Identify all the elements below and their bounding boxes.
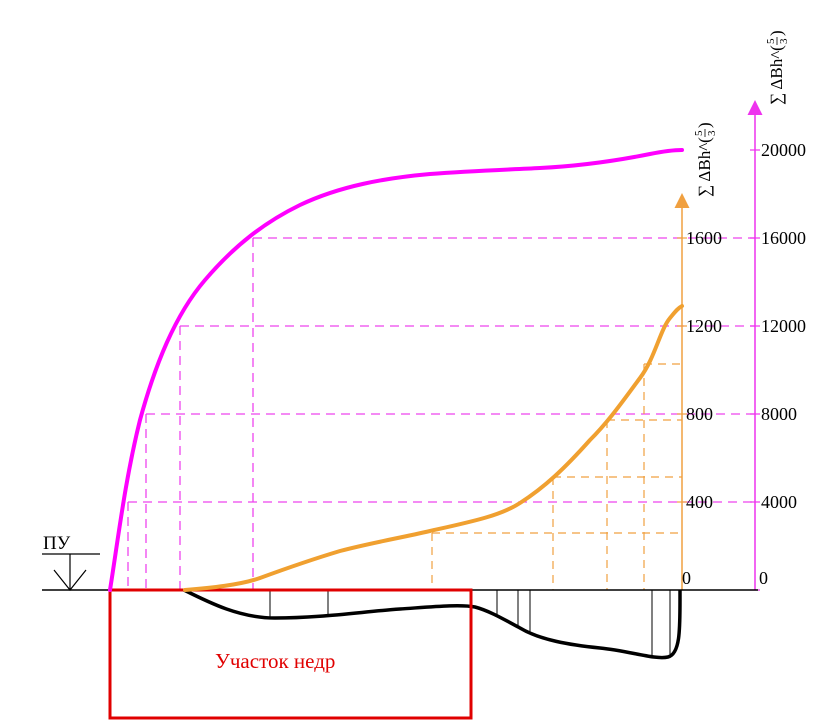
outer-tick-label-20000: 20000 bbox=[761, 140, 806, 160]
inner-tick-label-0: 0 bbox=[682, 568, 691, 588]
svg-text:3: 3 bbox=[778, 38, 790, 44]
pu-arrow bbox=[53, 569, 87, 591]
svg-text:∑ ΔBh^(: ∑ ΔBh^( bbox=[767, 45, 786, 105]
pu-marker: ПУ bbox=[42, 533, 100, 591]
cumulative-curve bbox=[108, 148, 684, 592]
profile-curve bbox=[183, 588, 682, 660]
svg-text:5: 5 bbox=[765, 38, 777, 44]
local-curve bbox=[183, 304, 684, 592]
svg-text:3: 3 bbox=[706, 130, 718, 136]
inner-tick-label-400: 400 bbox=[686, 492, 713, 512]
svg-text:5: 5 bbox=[693, 130, 705, 136]
profile bbox=[183, 588, 682, 660]
profile-verticals bbox=[269, 590, 671, 656]
outer-tick-label-4000: 4000 bbox=[761, 492, 797, 512]
outer-axis-title: ∑ ΔBh^( 5 3 ) bbox=[765, 30, 790, 105]
magenta-grid bbox=[127, 237, 755, 590]
inner-tick-label-1600: 1600 bbox=[686, 228, 722, 248]
outer-axis: 0 4000 8000 12000 16000 20000 ∑ ΔBh^( 5 … bbox=[747, 30, 806, 591]
inner-axis: 0 400 800 1200 1600 ∑ ΔBh^( 5 3 ) bbox=[674, 122, 722, 590]
orange-grid bbox=[431, 363, 682, 590]
outer-tick-label-12000: 12000 bbox=[761, 316, 806, 336]
inner-tick-label-1200: 1200 bbox=[686, 316, 722, 336]
area-label: Участок недр bbox=[215, 649, 335, 673]
inner-axis-title: ∑ ΔBh^( 5 3 ) bbox=[693, 122, 718, 197]
inner-tick-label-800: 800 bbox=[686, 404, 713, 424]
svg-text:): ) bbox=[767, 30, 786, 36]
outer-tick-label-8000: 8000 bbox=[761, 404, 797, 424]
svg-text:): ) bbox=[695, 122, 714, 128]
pu-label: ПУ bbox=[43, 533, 71, 554]
outer-tick-label-0: 0 bbox=[759, 568, 768, 588]
outer-tick-label-16000: 16000 bbox=[761, 228, 806, 248]
area-box bbox=[108, 588, 473, 720]
svg-text:∑ ΔBh^(: ∑ ΔBh^( bbox=[695, 137, 714, 197]
